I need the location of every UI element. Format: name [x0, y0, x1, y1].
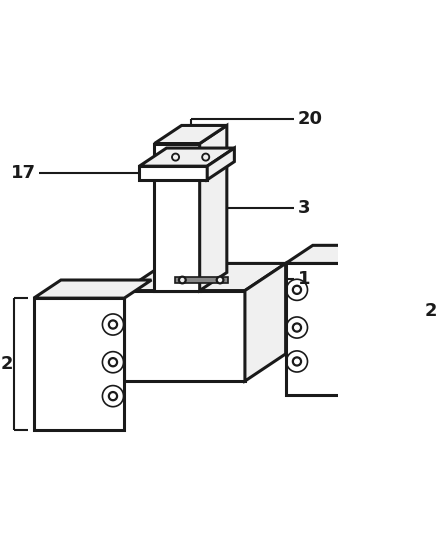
- Text: 2: 2: [0, 355, 13, 373]
- Circle shape: [173, 155, 177, 159]
- Polygon shape: [154, 143, 199, 290]
- Polygon shape: [285, 264, 375, 396]
- Text: 2: 2: [424, 302, 436, 320]
- Circle shape: [294, 359, 299, 364]
- Text: 3: 3: [297, 199, 310, 217]
- Text: 17: 17: [11, 164, 36, 182]
- Circle shape: [110, 360, 115, 365]
- Polygon shape: [174, 277, 227, 283]
- Polygon shape: [124, 264, 285, 290]
- Circle shape: [292, 357, 301, 366]
- Circle shape: [218, 279, 221, 281]
- Circle shape: [216, 276, 223, 284]
- Polygon shape: [207, 148, 234, 179]
- Circle shape: [294, 288, 299, 292]
- Circle shape: [108, 392, 117, 401]
- Polygon shape: [139, 148, 234, 166]
- Circle shape: [294, 325, 299, 330]
- Polygon shape: [34, 298, 124, 430]
- Polygon shape: [199, 125, 226, 290]
- Circle shape: [108, 320, 117, 329]
- Circle shape: [203, 155, 207, 159]
- Circle shape: [178, 276, 186, 284]
- Circle shape: [201, 153, 209, 161]
- Text: 20: 20: [297, 110, 322, 129]
- Polygon shape: [34, 280, 151, 298]
- Text: 1: 1: [297, 269, 310, 288]
- Circle shape: [110, 394, 115, 398]
- Polygon shape: [375, 245, 403, 396]
- Circle shape: [180, 279, 184, 281]
- Polygon shape: [139, 166, 207, 179]
- Circle shape: [110, 322, 115, 327]
- Polygon shape: [154, 125, 226, 143]
- Circle shape: [292, 323, 301, 332]
- Polygon shape: [285, 245, 403, 264]
- Polygon shape: [244, 264, 285, 381]
- Circle shape: [171, 153, 179, 161]
- Polygon shape: [124, 290, 244, 381]
- Circle shape: [292, 285, 301, 294]
- Circle shape: [108, 358, 117, 367]
